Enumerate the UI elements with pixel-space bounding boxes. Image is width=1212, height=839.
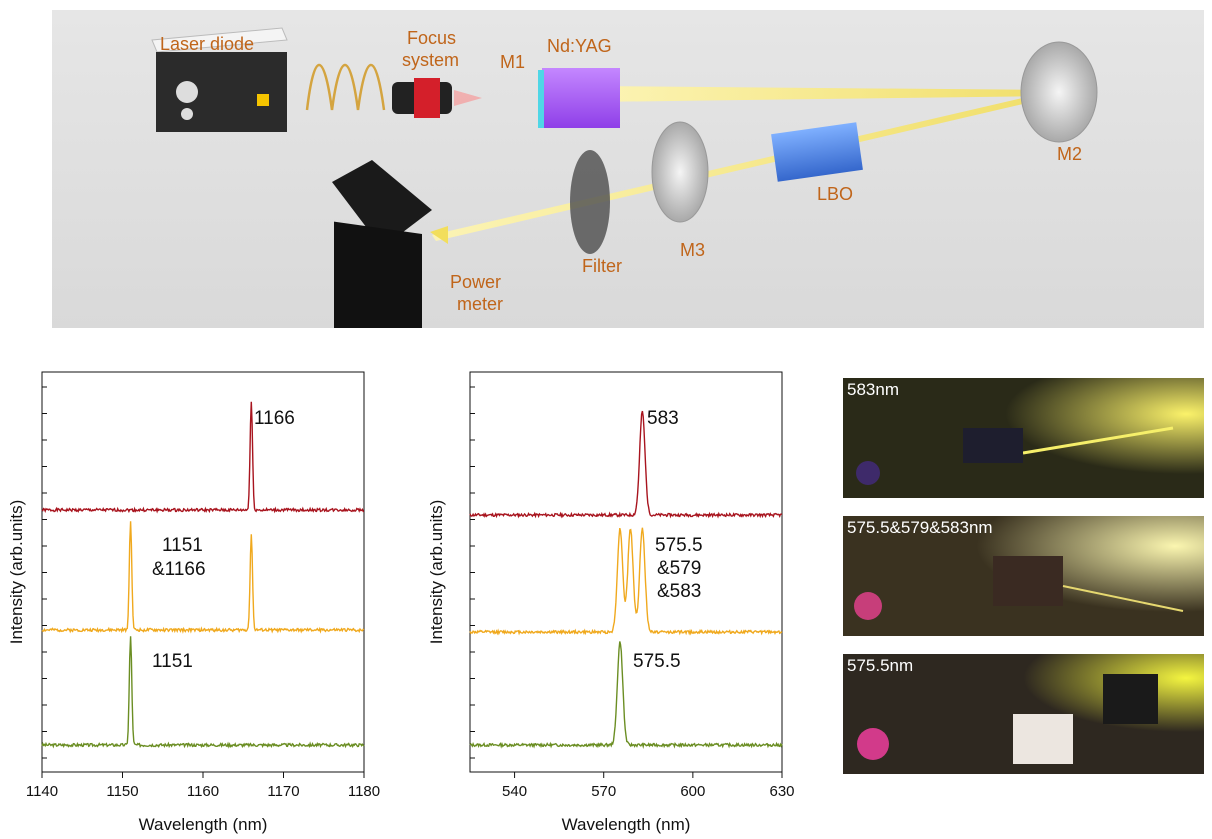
- photo-583nm: 583nm: [843, 378, 1204, 498]
- label-lbo: LBO: [817, 184, 853, 204]
- x-axis-title: Wavelength (nm): [139, 815, 268, 834]
- photo-triple: 575.5&579&583nm: [843, 516, 1204, 636]
- annotation-575-5-a: 575.5: [655, 535, 703, 556]
- mirror-m3: [651, 121, 709, 223]
- filter-disk: [570, 150, 610, 254]
- label-m2: M2: [1057, 144, 1082, 164]
- photo-575-5nm: 575.5nm: [843, 654, 1204, 774]
- ndyag-crystal: [538, 68, 620, 128]
- photo-label-575-5nm: 575.5nm: [847, 656, 914, 675]
- series-group: [41, 401, 365, 749]
- x-tick-label: 570: [591, 783, 616, 800]
- beam-arrowhead: [430, 226, 448, 244]
- label-focus: Focus: [407, 28, 456, 48]
- annotation-1166: 1166: [254, 408, 295, 429]
- annotation-583-b: &583: [657, 581, 701, 602]
- mirror-m2: [1020, 41, 1098, 143]
- label-m1: M1: [500, 52, 525, 72]
- series-line: [469, 410, 783, 519]
- focus-system-lens: [392, 78, 482, 118]
- annotation-583: 583: [647, 408, 679, 429]
- series-line: [469, 527, 783, 636]
- laser-setup-diagram: Laser diode Focus system M1 Nd:YAG M2 LB…: [52, 10, 1204, 328]
- lbo-crystal: [771, 122, 863, 182]
- annotation-575-5-c: 575.5: [633, 651, 681, 672]
- plot-frame: [469, 371, 783, 773]
- y-axis-title: Intensity (arb.units): [427, 500, 446, 645]
- spectrum-chart-fundamental: 1140 1150 1160 1170 1180 Wavelength (nm) Int…: [7, 371, 380, 834]
- series-line: [41, 401, 364, 514]
- x-tick-label: 1160: [187, 783, 219, 800]
- x-axis-title: Wavelength (nm): [562, 815, 691, 834]
- power-meter: [332, 160, 432, 328]
- y-axis-title: Intensity (arb.units): [7, 500, 26, 645]
- y-ticks: [470, 386, 475, 759]
- annotation-1151-a: 1151: [162, 535, 203, 556]
- beam-cavity: [592, 86, 1057, 102]
- photo-575-5nm-image: [843, 654, 1204, 774]
- label-ndyag: Nd:YAG: [547, 36, 612, 56]
- label-filter: Filter: [582, 256, 622, 276]
- annotation-579: &579: [657, 558, 701, 579]
- x-tick-label: 600: [680, 783, 705, 800]
- label-laser-diode: Laser diode: [160, 34, 254, 54]
- series-line: [469, 641, 783, 750]
- x-tick-label: 1140: [26, 783, 58, 800]
- x-ticks: 540 570 600 630: [502, 772, 795, 800]
- y-ticks: [42, 386, 47, 759]
- fiber-coil: [305, 63, 386, 111]
- series-line: [41, 521, 365, 634]
- photo-label-583nm: 583nm: [847, 380, 899, 399]
- annotation-1166-b: &1166: [152, 559, 206, 580]
- label-meter: meter: [457, 294, 503, 314]
- x-tick-label: 1170: [267, 783, 299, 800]
- laser-diode-unit: [151, 27, 288, 132]
- spectrum-chart-yellow: 540 570 600 630 Wavelength (nm) Intensity (…: [427, 371, 795, 834]
- series-line: [41, 636, 365, 749]
- x-ticks: 1140 1150 1160 1170 1180: [26, 772, 380, 800]
- x-tick-label: 1180: [348, 783, 380, 800]
- photo-583nm-image: [843, 378, 1204, 498]
- x-tick-label: 630: [769, 783, 794, 800]
- x-tick-label: 1150: [106, 783, 138, 800]
- label-system: system: [402, 50, 459, 70]
- photo-triple-image: [843, 516, 1204, 636]
- photo-label-triple: 575.5&579&583nm: [847, 518, 993, 537]
- x-tick-label: 540: [502, 783, 527, 800]
- label-power: Power: [450, 272, 501, 292]
- label-m3: M3: [680, 240, 705, 260]
- series-group: [469, 410, 783, 750]
- annotation-1151-c: 1151: [152, 651, 193, 672]
